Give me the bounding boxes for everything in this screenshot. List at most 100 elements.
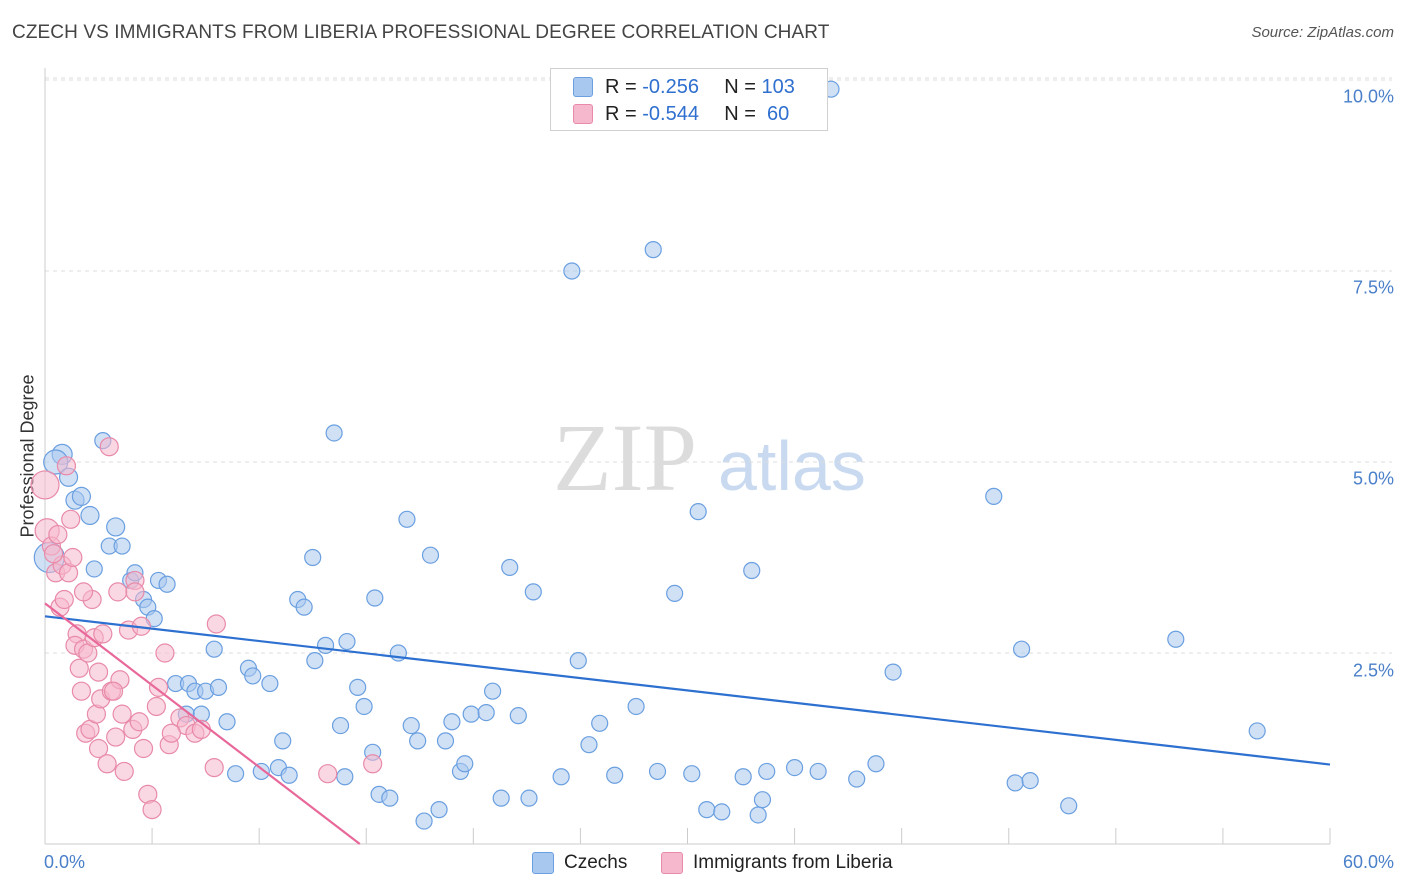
czech-point-96 <box>1012 640 1031 658</box>
liberia-point-56 <box>88 662 109 682</box>
liberia-point-52 <box>363 754 383 774</box>
czech-point-54 <box>409 732 427 750</box>
czech-point-82 <box>698 801 716 819</box>
czech-point-62 <box>462 705 480 723</box>
czech-point-34 <box>274 732 292 750</box>
czech-point-30 <box>244 667 262 685</box>
czech-point-52 <box>398 510 416 528</box>
czech-point-99 <box>1167 630 1185 648</box>
czech-point-53 <box>402 716 420 735</box>
czech-point-86 <box>749 806 767 824</box>
czech-point-38 <box>304 548 322 567</box>
liberia-point-59 <box>103 681 124 701</box>
czech-point-39 <box>306 652 324 670</box>
legend-n-label: N = <box>724 102 762 125</box>
czech-point-50 <box>381 789 399 807</box>
y-tick-label-7-5: 7.5% <box>1352 277 1394 298</box>
czech-point-26 <box>209 678 228 696</box>
czech-point-72 <box>569 652 587 670</box>
chart-title: CZECH VS IMMIGRANTS FROM LIBERIA PROFESS… <box>12 22 830 43</box>
czech-point-90 <box>809 762 827 781</box>
legend-r-value: -0.256 <box>642 75 699 98</box>
czech-point-80 <box>683 765 701 783</box>
czech-point-63 <box>477 703 495 722</box>
czech-point-45 <box>349 678 367 696</box>
czech-point-74 <box>591 714 609 732</box>
czech-trend-line <box>44 615 1331 766</box>
czech-point-83 <box>713 803 731 821</box>
liberia-point-49 <box>204 757 224 778</box>
czech-point-100 <box>1248 722 1266 740</box>
czech-point-6 <box>80 505 100 526</box>
liberia-point-38 <box>133 738 154 759</box>
liberia-point-7 <box>54 589 74 610</box>
liberia-point-28 <box>106 727 126 747</box>
watermark-zip: ZIP <box>553 404 697 511</box>
liberia-point-4 <box>48 524 68 545</box>
liberia-point-32 <box>114 761 134 782</box>
czech-point-43 <box>336 768 354 786</box>
czech-point-61 <box>456 755 474 773</box>
legend-r-label: R = <box>605 75 643 98</box>
czech-point-18 <box>158 575 176 593</box>
czech-point-59 <box>443 713 461 731</box>
czech-point-35 <box>280 766 298 784</box>
liberia-point-58 <box>161 723 181 743</box>
legend-row-liberia: R = -0.544 N = 60 <box>573 102 789 126</box>
czech-point-58 <box>436 732 455 750</box>
liberia-point-41 <box>146 696 166 717</box>
bottom-legend-liberia: Immigrants from Liberia <box>661 852 893 874</box>
czech-point-75 <box>606 766 624 784</box>
liberia-point-36 <box>129 712 149 732</box>
legend-r-value: -0.544 <box>642 102 699 125</box>
bottom-legend-czechs-label: Czechs <box>564 852 628 873</box>
liberia-point-13 <box>69 658 89 678</box>
czech-point-78 <box>648 762 667 781</box>
bottom-legend-czechs: Czechs <box>532 852 627 874</box>
czech-point-73 <box>580 736 598 754</box>
liberia-swatch <box>661 852 683 874</box>
liberia-point-10 <box>63 547 83 568</box>
liberia-point-9 <box>61 509 81 529</box>
czech-point-25 <box>205 640 223 658</box>
czech-point-66 <box>501 558 519 577</box>
czech-point-92 <box>867 755 885 773</box>
liberia-point-40 <box>142 800 162 820</box>
czech-point-77 <box>644 241 662 259</box>
watermark-atlas: atlas <box>718 427 866 505</box>
legend-n-value: 103 <box>761 75 795 98</box>
czech-point-11 <box>85 560 103 578</box>
liberia-point-24 <box>93 624 113 644</box>
czech-point-85 <box>743 561 761 580</box>
liberia-point-53 <box>56 456 77 476</box>
czech-point-91 <box>848 770 866 788</box>
czech-point-98 <box>1060 797 1078 815</box>
liberia-point-25 <box>97 754 117 774</box>
correlation-legend: R = -0.256 N = 103 R = -0.544 N = 60 <box>550 68 828 131</box>
liberia-point-42 <box>148 677 169 697</box>
czech-swatch <box>532 852 554 874</box>
liberia-point-54 <box>43 544 64 564</box>
czech-point-68 <box>520 789 538 807</box>
czech-point-94 <box>985 487 1003 505</box>
czech-point-55 <box>415 812 433 830</box>
czech-point-67 <box>509 707 527 725</box>
czech-point-81 <box>689 503 707 521</box>
liberia-point-26 <box>99 437 119 457</box>
czech-point-84 <box>734 768 752 786</box>
czech-point-28 <box>227 765 245 783</box>
liberia-point-31 <box>112 704 132 724</box>
czech-point-69 <box>524 583 542 601</box>
czech-point-71 <box>563 262 581 280</box>
source-label: Source: ZipAtlas.com <box>1251 24 1394 41</box>
liberia-point-51 <box>318 764 338 784</box>
czech-point-31 <box>252 762 270 781</box>
czech-swatch <box>573 77 593 97</box>
liberia-point-57 <box>125 582 145 602</box>
liberia-swatch <box>573 104 593 124</box>
liberia-trend-line <box>44 602 361 845</box>
czech-point-27 <box>218 713 236 731</box>
czech-point-95 <box>1006 774 1024 792</box>
liberia-point-43 <box>155 643 175 663</box>
